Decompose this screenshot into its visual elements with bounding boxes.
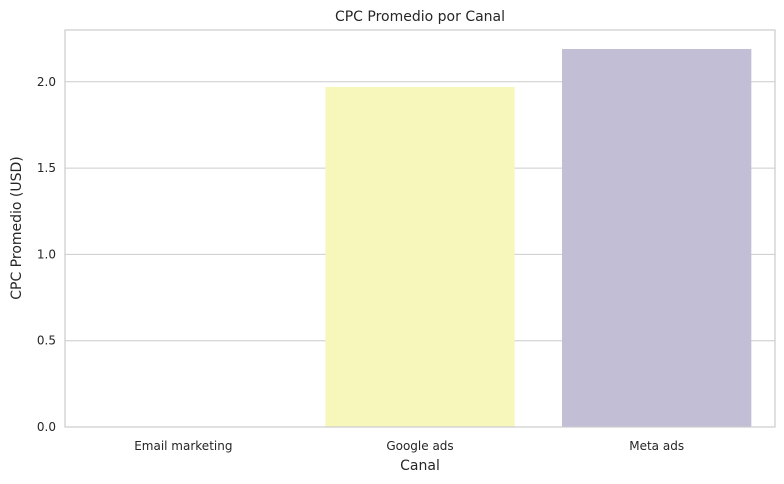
y-tick-label: 0.5 <box>37 334 56 348</box>
bars <box>325 48 752 427</box>
y-tick-labels: 0.0 0.5 1.0 1.5 2.0 <box>37 75 56 434</box>
y-tick-label: 2.0 <box>37 75 56 89</box>
bar-google-ads <box>325 86 515 427</box>
y-tick-label: 1.0 <box>37 247 56 261</box>
y-tick-label: 1.5 <box>37 161 56 175</box>
x-tick-labels: Email marketing Google ads Meta ads <box>134 439 684 453</box>
x-tick-label: Meta ads <box>629 439 684 453</box>
x-tick-label: Google ads <box>386 439 453 453</box>
x-axis-label: Canal <box>400 458 440 474</box>
chart-title: CPC Promedio por Canal <box>335 9 505 25</box>
y-axis-label: CPC Promedio (USD) <box>9 156 25 300</box>
bar-meta-ads <box>562 48 752 427</box>
x-tick-label: Email marketing <box>134 439 232 453</box>
y-tick-label: 0.0 <box>37 420 56 434</box>
plot-frame <box>64 29 776 428</box>
